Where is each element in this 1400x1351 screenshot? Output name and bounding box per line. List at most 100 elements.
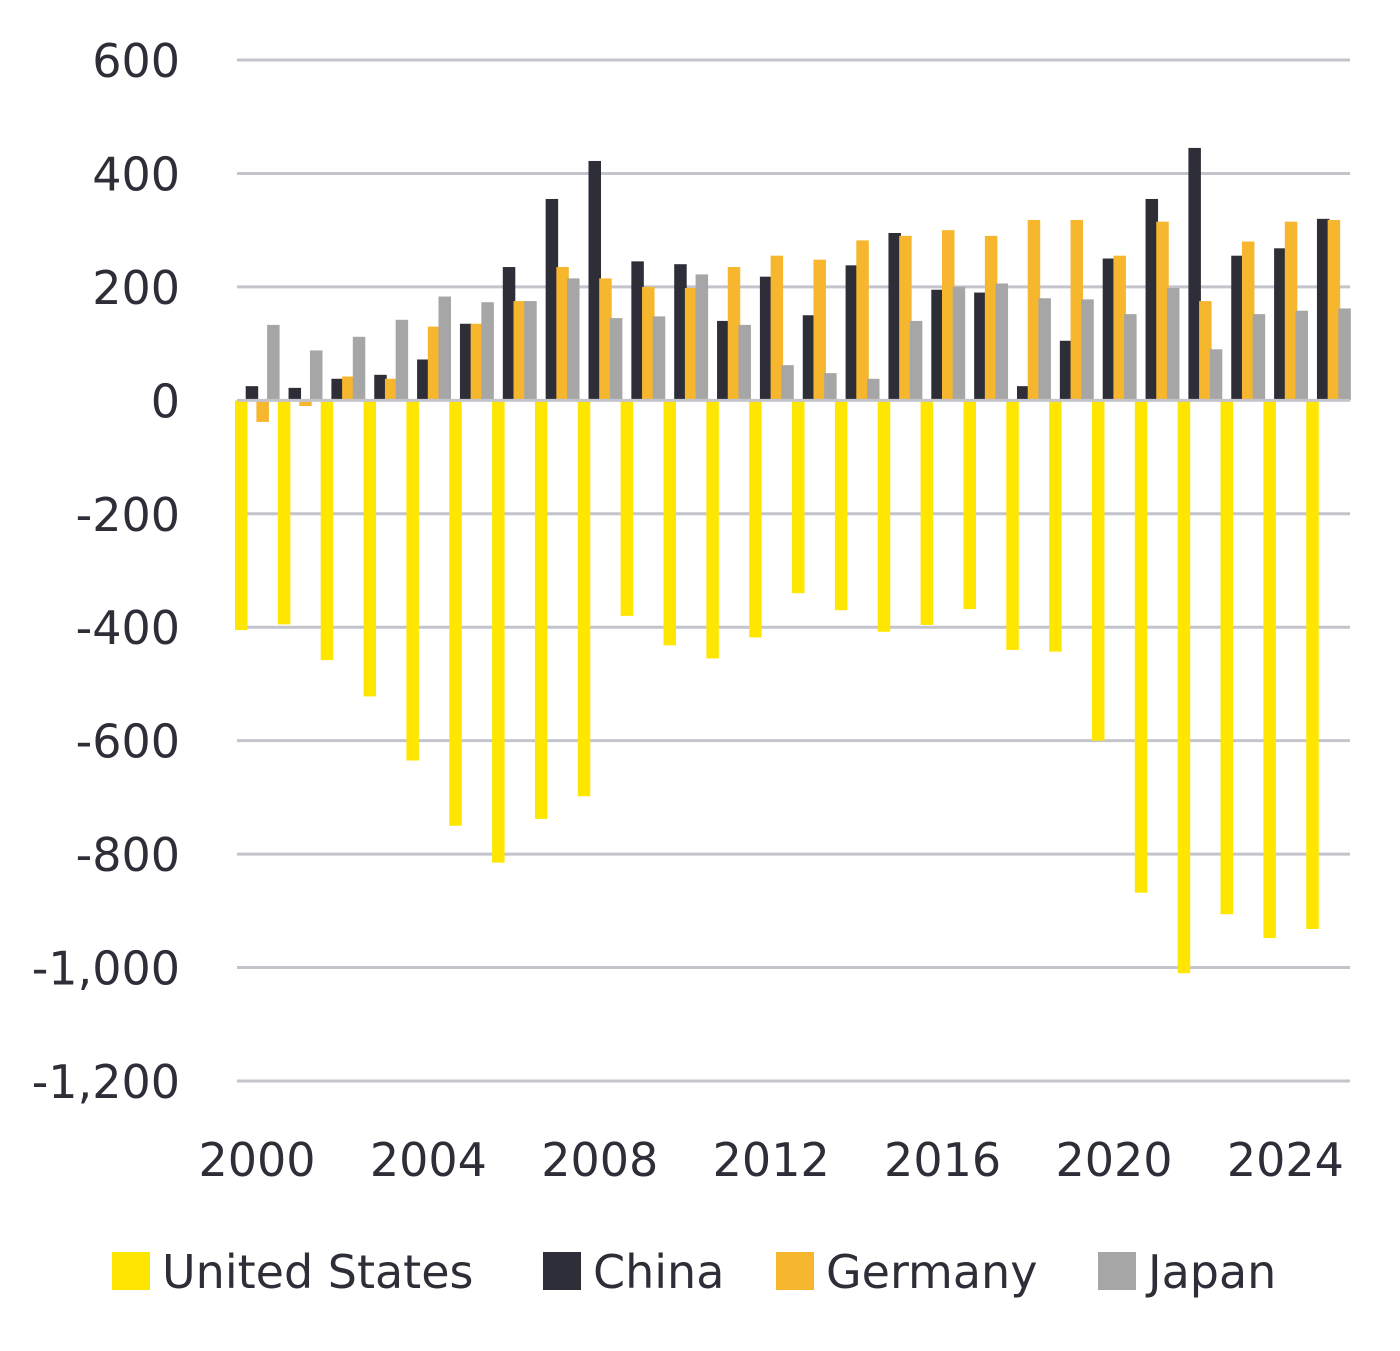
legend-label: Japan [1145,1245,1276,1299]
bar-germany-2002 [342,376,355,401]
bar-japan-2019 [1081,299,1094,401]
bar-germany-2021 [1156,221,1169,401]
bar-germany-2024 [1284,221,1298,401]
bar-china-2017 [974,292,987,401]
gridlines [237,58,1350,1083]
legend-swatch [543,1252,581,1290]
legend-label: China [593,1245,724,1299]
bar-united-states-2002 [320,400,334,661]
bar-united-states-2012 [749,400,762,638]
bar-china-2013 [802,315,816,401]
bar-germany-2020 [1113,255,1126,401]
y-tick-label: 400 [92,147,180,201]
bar-japan-2008 [609,318,623,401]
bar-united-states-2003 [363,400,377,697]
legend-swatch [776,1252,814,1290]
x-tick-label: 2008 [541,1133,658,1187]
bar-china-2016 [931,289,944,401]
x-tick-label: 2024 [1227,1133,1344,1187]
bar-china-2018 [1017,386,1030,401]
bar-united-states-2018 [1006,400,1019,650]
legend-swatch [1098,1252,1136,1290]
bar-germany-2009 [642,286,655,401]
bar-united-states-2019 [1049,400,1062,652]
bar-china-2021 [1145,198,1159,401]
y-tick-label: -200 [76,488,180,542]
bar-china-2025 [1316,218,1330,401]
bar-germany-2001 [299,400,312,406]
x-tick-label: 2000 [198,1133,315,1187]
bar-japan-2002 [352,336,366,401]
legend-item-japan: Japan [1098,1245,1276,1299]
bar-united-states-2001 [277,400,291,625]
bar-china-2007 [545,198,559,401]
bar-united-states-2011 [706,400,719,659]
bar-japan-2013 [824,373,837,401]
bar-japan-2017 [995,283,1009,401]
bar-united-states-2013 [792,400,805,594]
bar-united-states-2023 [1220,400,1234,915]
legend-item-united-states: United States [112,1245,474,1299]
bar-united-states-2010 [663,400,676,646]
bar-germany-2008 [599,278,612,401]
bar-united-states-2008 [577,400,591,797]
y-tick-label: 200 [92,261,180,315]
bar-japan-2011 [738,324,751,401]
bar-china-2002 [331,378,344,401]
bar-united-states-2015 [877,400,891,632]
bar-china-2024 [1274,248,1287,401]
bar-germany-2005 [470,323,484,401]
y-tick-label: -1,200 [32,1055,180,1109]
bar-china-2019 [1059,340,1073,401]
bar-china-2006 [502,267,516,401]
y-tick-label: -800 [76,828,180,882]
bar-japan-2022 [1209,349,1223,401]
bar-china-2003 [374,374,387,401]
bar-japan-2007 [567,278,580,401]
bar-japan-2023 [1252,314,1266,401]
bar-japan-2005 [481,302,494,401]
bar-united-states-2016 [920,400,934,625]
bar-china-2009 [631,261,644,401]
y-tick-label: -1,000 [32,942,180,996]
bar-japan-2018 [1038,298,1051,401]
bar-united-states-2009 [620,400,634,616]
bar-japan-2010 [695,274,709,401]
bar-japan-2020 [1124,314,1137,401]
bar-china-2014 [845,265,859,401]
bar-china-2011 [717,320,730,401]
bar-germany-2011 [727,267,741,401]
bar-japan-2014 [867,378,880,401]
y-tick-label: 0 [151,374,180,428]
x-tick-label: 2012 [713,1133,830,1187]
y-tick-label: -600 [76,715,180,769]
x-tick-label: 2020 [1055,1133,1172,1187]
bar-germany-2019 [1070,219,1084,401]
bar-united-states-2000 [235,400,248,631]
bar-germany-2003 [384,378,398,401]
bar-united-states-2014 [834,400,848,611]
y-tick-label: 600 [92,34,180,88]
bar-united-states-2021 [1134,400,1148,893]
legend-label: Germany [826,1245,1037,1299]
bar-germany-2013 [813,259,826,401]
legend-swatch [112,1252,150,1290]
bar-japan-2025 [1338,308,1351,401]
bar-japan-2024 [1295,310,1308,401]
bar-germany-2012 [770,255,784,401]
bar-china-2022 [1188,147,1201,401]
bar-germany-2010 [684,288,698,401]
bar-china-2012 [759,276,773,401]
bar-germany-2016 [942,230,955,401]
bar-united-states-2005 [449,400,462,826]
bar-china-2004 [417,359,430,401]
bar-china-2000 [245,386,259,401]
x-tick-label: 2004 [370,1133,487,1187]
bar-china-2015 [888,233,901,401]
bar-japan-2003 [395,319,409,401]
bar-germany-2007 [556,267,569,401]
bar-japan-2000 [267,324,280,401]
bar-china-2020 [1102,258,1116,401]
bar-germany-2022 [1199,301,1212,401]
